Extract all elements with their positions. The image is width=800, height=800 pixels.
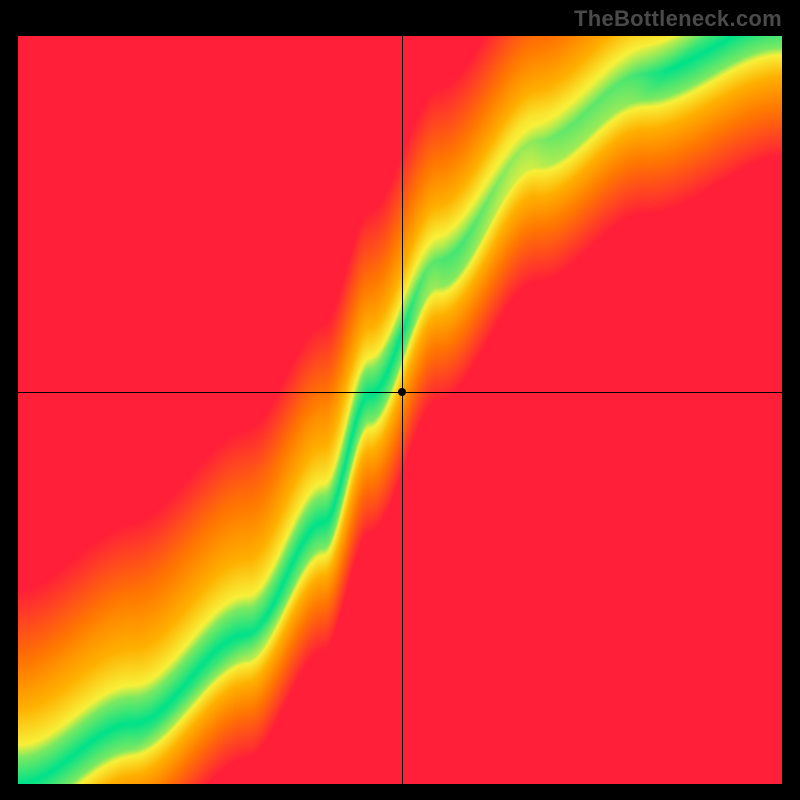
crosshair-vertical xyxy=(402,36,403,784)
plot-area xyxy=(18,36,782,784)
data-point-marker xyxy=(398,388,406,396)
chart-container: TheBottleneck.com xyxy=(0,0,800,800)
watermark-text: TheBottleneck.com xyxy=(574,6,782,32)
heatmap-canvas xyxy=(18,36,782,784)
